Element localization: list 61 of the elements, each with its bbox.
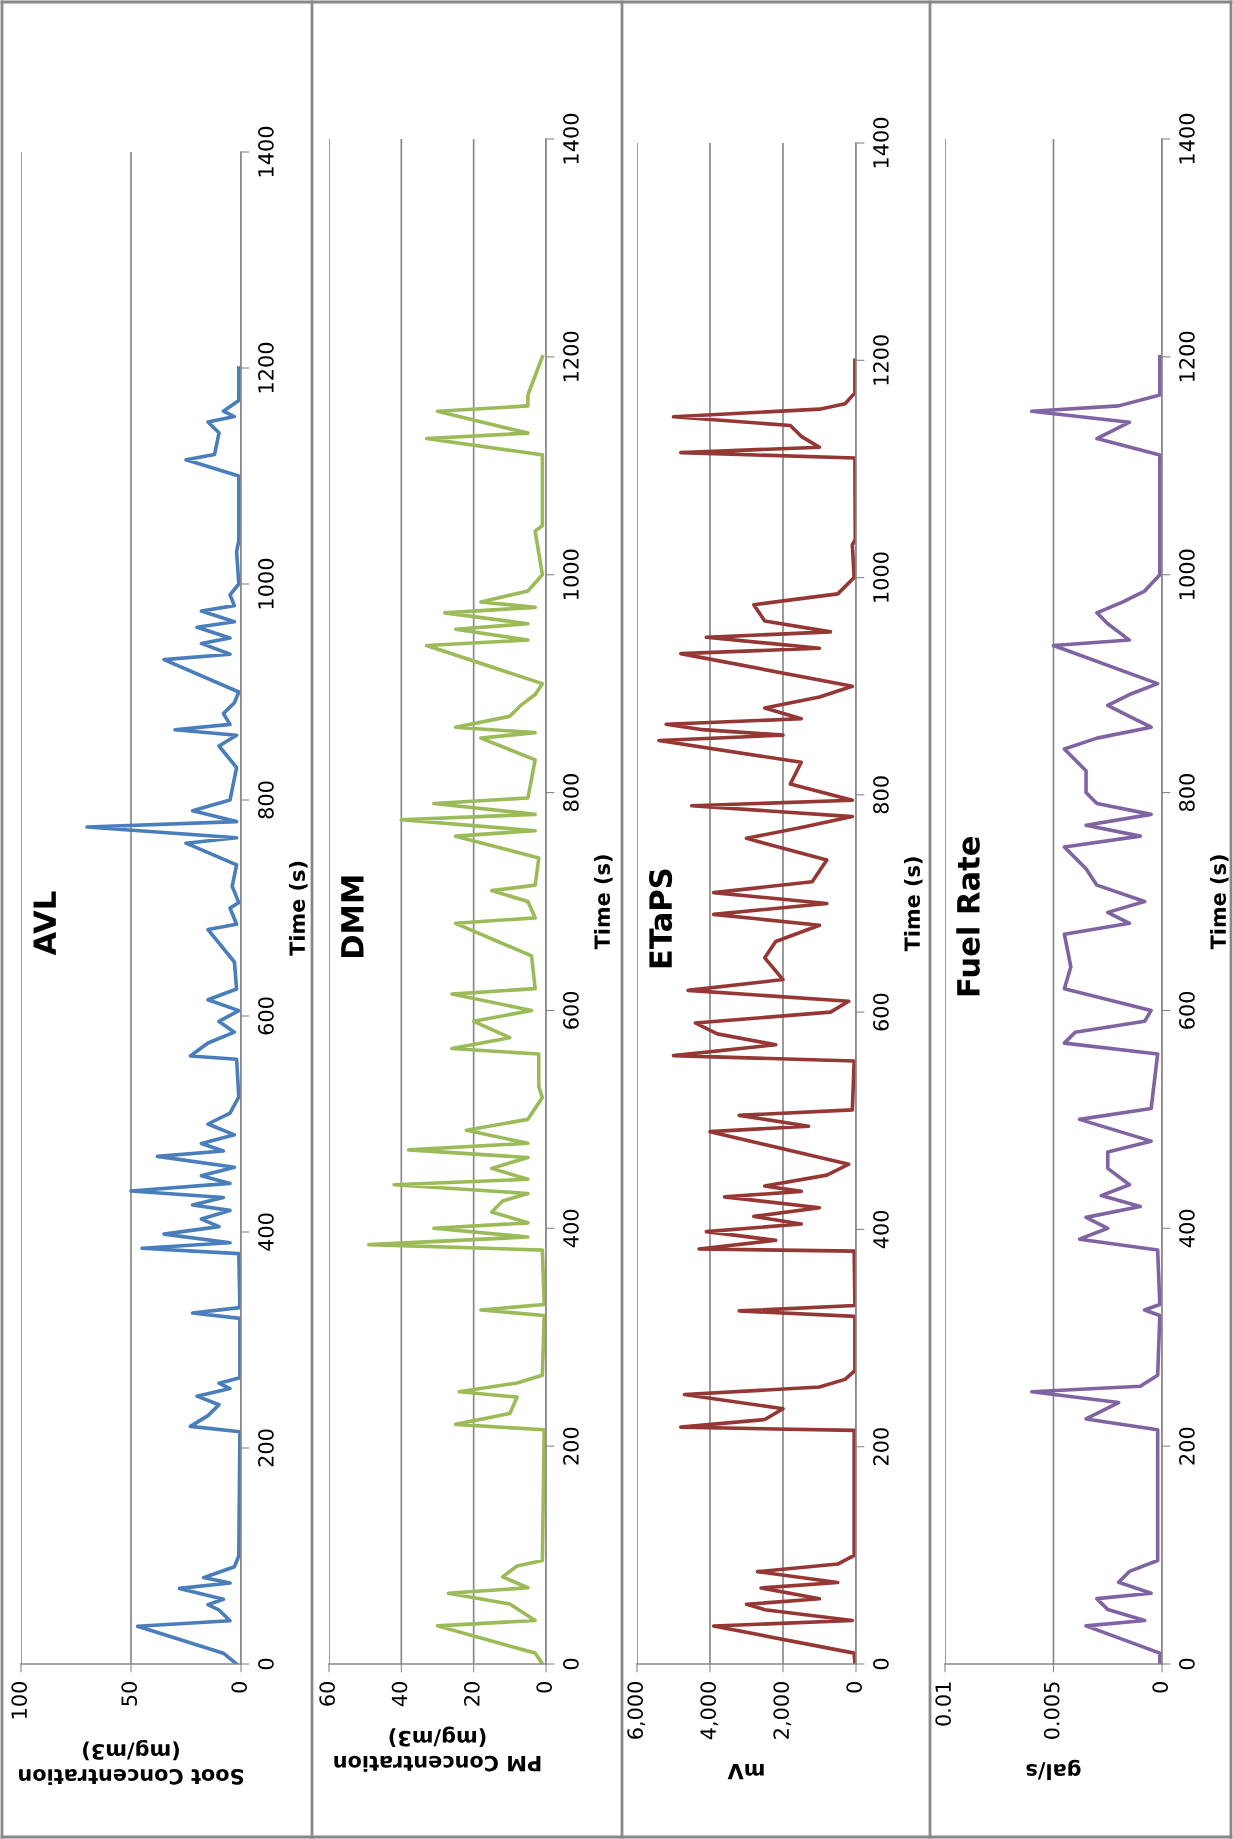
y-tick-label: 200 [873, 1428, 889, 1466]
x-tick-label: 0 [231, 1682, 248, 1693]
y-tick-label: 400 [258, 1213, 274, 1251]
y-tick-label: 1200 [1179, 331, 1195, 382]
y-tick-label: 400 [1179, 1209, 1195, 1248]
y-tick-label: 0 [258, 1658, 274, 1670]
line-series [85, 366, 241, 1664]
y-tick-label: 1200 [873, 335, 889, 385]
y-tick-label: 600 [563, 991, 579, 1029]
x-tick-label: 20 [463, 1682, 480, 1706]
y-tick-label: 0 [873, 1658, 889, 1670]
y-tick-label: 800 [563, 774, 579, 812]
y-axis-title: Time (s) [288, 861, 308, 956]
x-tick-label: 0.01 [935, 1682, 952, 1726]
y-tick-label: 1000 [563, 549, 579, 599]
y-tick-label: 0 [563, 1658, 579, 1670]
y-tick-label: 1000 [873, 552, 889, 602]
line-series [1029, 355, 1162, 1664]
text: DMM [341, 876, 364, 958]
x-tick-label: 2,000 [773, 1682, 792, 1739]
y-tick-label: 400 [873, 1210, 889, 1249]
y-tick-label: 200 [1179, 1427, 1195, 1465]
y-tick-label: 600 [1179, 991, 1195, 1029]
x-tick-label: 0 [846, 1682, 863, 1693]
y-axis-title: Time (s) [1209, 855, 1229, 950]
x-tick-label: 0.005 [1043, 1682, 1060, 1739]
y-tick-label: 800 [258, 781, 274, 819]
x-tick-label: 4,000 [700, 1682, 719, 1740]
x-tick-label: 6,000 [627, 1682, 646, 1739]
x-tick-label: 0 [1152, 1682, 1169, 1693]
x-tick-label: 0 [536, 1682, 553, 1693]
y-tick-label: 0 [1179, 1658, 1195, 1670]
y-tick-label: 1200 [563, 331, 579, 382]
x-axis-title: Soot Concentration (mg/m3) [19, 1739, 244, 1786]
x-tick-label: 60 [319, 1682, 336, 1706]
y-tick-label: 1400 [873, 117, 889, 168]
y-tick-label: 600 [873, 993, 889, 1031]
y-tick-label: 1000 [1179, 549, 1195, 599]
text: Fuel Rate [956, 837, 980, 996]
text: ETaPS [649, 869, 673, 968]
y-tick-label: 600 [258, 997, 274, 1035]
y-axis-title: Time (s) [593, 855, 613, 950]
y-tick-label: 400 [563, 1209, 579, 1248]
y-tick-label: 800 [873, 776, 889, 814]
y-tick-label: 800 [1179, 774, 1195, 812]
y-tick-label: 1000 [258, 558, 274, 609]
x-tick-label: 40 [391, 1682, 408, 1707]
x-axis-title: mV [727, 1764, 764, 1780]
y-tick-label: 1400 [563, 113, 579, 164]
line-series [366, 355, 546, 1664]
x-tick-label: 50 [121, 1682, 138, 1706]
y-axis-title: Time (s) [903, 857, 923, 952]
x-tick-label: 100 [11, 1682, 28, 1719]
y-tick-label: 200 [258, 1429, 274, 1467]
y-tick-label: 200 [563, 1427, 579, 1465]
y-tick-label: 1400 [1179, 113, 1195, 164]
y-tick-label: 1400 [258, 126, 274, 177]
x-axis-title: gal/s [1026, 1759, 1081, 1781]
y-tick-label: 1200 [258, 342, 274, 393]
x-axis-title: PM Concentration (mg/m3) [334, 1726, 541, 1772]
text: AVL [33, 891, 56, 956]
